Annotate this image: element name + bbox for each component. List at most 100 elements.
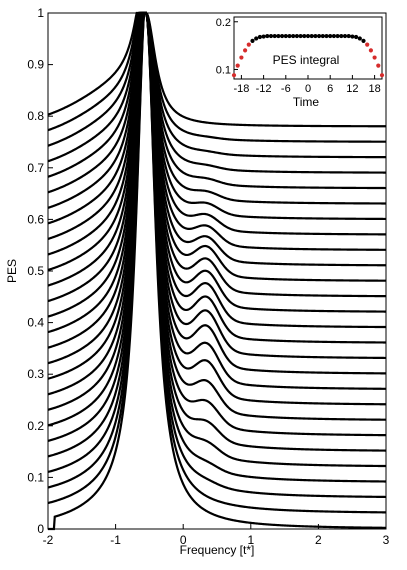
series-curve bbox=[47, 11, 386, 205]
inset-data-point bbox=[328, 33, 333, 39]
inset-data-point bbox=[287, 33, 292, 39]
inset-x-axis-label: Time bbox=[293, 95, 320, 109]
series-curve bbox=[47, 11, 386, 128]
inset-data-point bbox=[246, 42, 251, 47]
inset-data-point bbox=[239, 55, 244, 60]
y-axis-ticks: 0 0.1 0.2 0.3 0.4 0.5 0.6 0.7 0.8 0.9 1 bbox=[27, 6, 53, 536]
inset-data-point bbox=[331, 33, 336, 39]
inset-data-point bbox=[268, 33, 274, 39]
inset-data-point bbox=[313, 33, 318, 39]
inset-data-point bbox=[261, 34, 266, 39]
series-curve bbox=[47, 11, 386, 159]
inset-data-point bbox=[361, 38, 366, 43]
series-curve bbox=[47, 11, 386, 375]
inset-data-point bbox=[365, 42, 370, 47]
y-tick-label: 0 bbox=[37, 522, 44, 536]
series-curve bbox=[47, 11, 386, 514]
series-curve bbox=[47, 11, 386, 344]
y-tick-label: 0.1 bbox=[27, 470, 44, 484]
inset-data-point bbox=[291, 33, 296, 39]
series-curve bbox=[47, 11, 387, 251]
inset-data-point bbox=[309, 33, 314, 39]
inset-x-tick-label: -6 bbox=[281, 83, 291, 95]
series-curve bbox=[47, 11, 387, 421]
y-tick-label: 1 bbox=[37, 6, 44, 20]
series-curve bbox=[48, 11, 387, 531]
inset-x-tick-label: 0 bbox=[305, 83, 311, 95]
inset-data-point bbox=[357, 36, 362, 41]
inset-data-point bbox=[317, 33, 322, 39]
y-tick-label: 0.8 bbox=[27, 109, 44, 123]
series-curve bbox=[47, 11, 386, 143]
series-curve bbox=[47, 11, 386, 298]
series-curve bbox=[47, 11, 387, 360]
inset-x-tick-label: 18 bbox=[368, 83, 380, 95]
inset-data-point bbox=[298, 33, 303, 39]
series-curve bbox=[47, 11, 386, 406]
inset-y-tick-label: 0.1 bbox=[216, 64, 231, 76]
inset-x-tick-label: -18 bbox=[233, 83, 249, 95]
series-curve bbox=[47, 11, 386, 437]
inset-data-point bbox=[376, 63, 381, 68]
inset-x-tick-label: 6 bbox=[327, 83, 333, 95]
series-curve bbox=[47, 11, 386, 267]
y-tick-label: 0.9 bbox=[27, 58, 44, 72]
series-curve bbox=[47, 11, 387, 452]
inset-data-point bbox=[379, 73, 385, 78]
series-curves bbox=[47, 11, 387, 531]
x-tick-label: 2 bbox=[315, 533, 322, 547]
x-axis-ticks: -2 -1 0 1 2 3 bbox=[43, 524, 390, 547]
inset-data-point bbox=[339, 33, 344, 39]
inset-data-point bbox=[257, 34, 262, 40]
inset-data-point bbox=[272, 33, 277, 39]
y-tick-label: 0.6 bbox=[27, 212, 44, 226]
series-curve bbox=[47, 11, 387, 499]
x-tick-label: 1 bbox=[247, 533, 254, 547]
inset-data-point bbox=[265, 33, 270, 39]
series-curve bbox=[47, 11, 386, 236]
inset-x-tick-label: -12 bbox=[256, 83, 272, 95]
inset-data-point bbox=[250, 38, 255, 43]
inset-data-point bbox=[280, 33, 285, 39]
inset-data-point bbox=[342, 33, 348, 39]
inset-data-point bbox=[324, 33, 329, 39]
inset-frame bbox=[233, 16, 383, 80]
inset-data-point bbox=[235, 63, 240, 68]
series-curve bbox=[47, 11, 387, 483]
series-curve bbox=[47, 11, 387, 282]
inset-data-point bbox=[305, 33, 311, 39]
inset-data-point bbox=[320, 33, 325, 39]
y-tick-label: 0.4 bbox=[27, 316, 44, 330]
inset-data-point bbox=[368, 48, 373, 53]
series-curve bbox=[47, 11, 387, 390]
inset-data-point bbox=[283, 33, 288, 39]
inset-points bbox=[231, 33, 385, 78]
y-tick-label: 0.3 bbox=[27, 367, 44, 381]
inset-data-point bbox=[294, 33, 299, 39]
inset-data-point bbox=[335, 33, 340, 39]
inset-data-point bbox=[350, 34, 355, 39]
inset-x-tick-label: 12 bbox=[346, 83, 358, 95]
y-tick-label: 0.7 bbox=[27, 161, 44, 175]
series-curve bbox=[47, 11, 386, 174]
series-curve bbox=[47, 11, 386, 190]
series-curve bbox=[47, 11, 387, 468]
inset-data-point bbox=[243, 48, 248, 53]
y-axis-label: PES bbox=[5, 259, 19, 283]
inset-data-point bbox=[302, 33, 307, 39]
series-curve bbox=[47, 11, 387, 313]
inset-data-point bbox=[231, 73, 237, 78]
inset-data-point bbox=[354, 34, 359, 40]
y-tick-label: 0.5 bbox=[27, 264, 44, 278]
inset-data-point bbox=[372, 55, 377, 60]
x-tick-label: -1 bbox=[110, 533, 121, 547]
series-curve bbox=[47, 11, 387, 221]
inset-title: PES integral bbox=[273, 53, 340, 67]
inset-y-tick-label: 0.2 bbox=[216, 17, 231, 29]
inset-plot: -18 -12 -6 0 6 12 18 0.1 0.2 PES integral Time bbox=[216, 16, 385, 109]
x-tick-label: -2 bbox=[43, 533, 54, 547]
inset-data-point bbox=[346, 33, 351, 39]
series-curve bbox=[47, 11, 387, 329]
x-tick-label: 0 bbox=[180, 533, 187, 547]
